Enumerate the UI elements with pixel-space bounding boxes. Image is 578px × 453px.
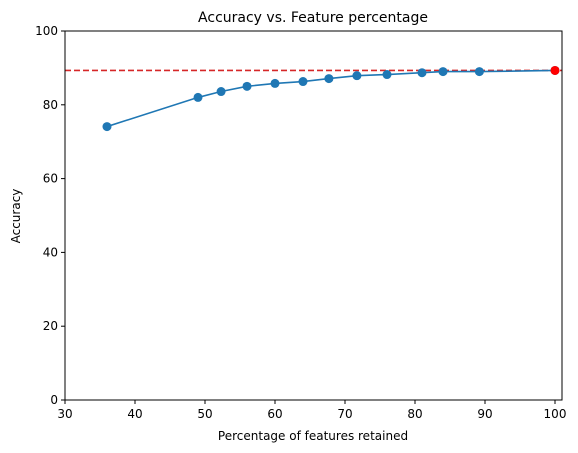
y-tick-label: 80 <box>43 98 58 112</box>
data-point <box>324 74 334 84</box>
data-point <box>242 81 252 91</box>
chart-title: Accuracy vs. Feature percentage <box>198 10 428 26</box>
plot-frame <box>64 30 563 401</box>
data-point <box>193 92 203 102</box>
x-tick-label: 30 <box>57 407 72 421</box>
data-point <box>102 122 112 132</box>
x-axis-label: Percentage of features retained <box>218 429 408 443</box>
x-tick-label: 60 <box>267 407 282 421</box>
data-point <box>352 71 362 81</box>
x-tick-label: 40 <box>127 407 142 421</box>
y-axis-label: Accuracy <box>9 189 23 244</box>
y-tick-label: 60 <box>43 172 58 186</box>
x-tick-label: 100 <box>544 407 567 421</box>
x-tick-label: 70 <box>337 407 352 421</box>
data-point <box>216 87 226 97</box>
y-tick-label: 40 <box>43 245 58 259</box>
data-point <box>270 78 280 88</box>
x-axis-ticks: 30 40 50 60 70 80 90 100 <box>57 400 566 421</box>
y-tick-label: 20 <box>43 319 58 333</box>
y-tick-label: 100 <box>35 24 58 38</box>
series-layer <box>102 65 560 132</box>
data-point <box>298 77 308 87</box>
data-point <box>417 68 427 78</box>
data-point <box>438 67 448 77</box>
x-tick-label: 50 <box>197 407 212 421</box>
y-tick-label: 0 <box>50 393 58 407</box>
data-point <box>474 67 484 77</box>
x-tick-label: 80 <box>407 407 422 421</box>
y-axis-ticks: 0 20 40 60 80 100 <box>35 24 65 407</box>
highlight-point <box>550 65 560 75</box>
data-point <box>382 70 392 80</box>
x-tick-label: 90 <box>477 407 492 421</box>
